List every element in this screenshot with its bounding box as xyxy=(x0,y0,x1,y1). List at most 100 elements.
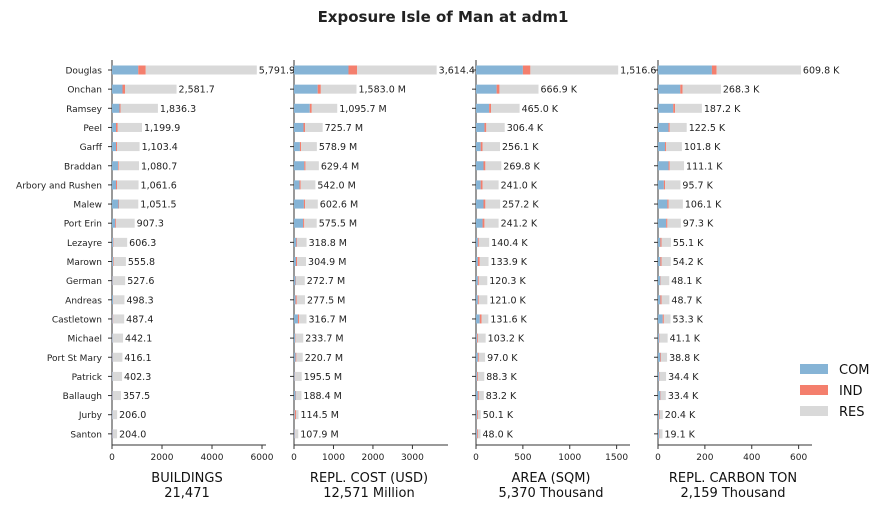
category-label: Jurby xyxy=(78,411,103,421)
x-tick-label: 400 xyxy=(743,453,760,463)
bar-ind xyxy=(667,199,669,209)
bar-com xyxy=(658,237,661,247)
bar-com xyxy=(294,276,296,286)
category-label: Patrick xyxy=(72,373,103,383)
bar-com xyxy=(476,161,484,171)
bar-com xyxy=(658,352,661,362)
bar-ind xyxy=(477,257,480,266)
bar-value-label: 122.5 K xyxy=(689,123,726,134)
bar-ind xyxy=(299,142,302,152)
bar-com xyxy=(112,161,118,171)
bar-com xyxy=(476,276,478,286)
bar-com xyxy=(112,429,113,439)
bar-com xyxy=(112,180,116,190)
bar-com xyxy=(112,314,113,324)
bar-com xyxy=(112,276,113,286)
bar-value-label: 465.0 K xyxy=(522,104,559,115)
bar-res xyxy=(675,103,702,113)
bar-ind xyxy=(116,122,118,132)
bar-res xyxy=(682,84,721,94)
bar-com xyxy=(294,122,304,132)
x-tick-label: 1000 xyxy=(322,453,345,463)
bar-com xyxy=(294,314,298,324)
bar-ind xyxy=(297,314,300,324)
bar-ind xyxy=(116,180,117,190)
bar-value-label: 1,095.7 M xyxy=(339,104,386,115)
bar-com xyxy=(658,333,660,343)
bar-value-label: 206.0 xyxy=(119,410,146,421)
category-label: Castletown xyxy=(52,315,102,325)
bar-ind xyxy=(479,314,482,324)
bar-res xyxy=(116,218,135,228)
bar-ind xyxy=(660,295,662,305)
bar-res xyxy=(481,314,489,324)
x-tick-label: 1000 xyxy=(558,453,581,463)
bar-res xyxy=(478,391,484,401)
bar-value-label: 95.7 K xyxy=(682,180,713,191)
bar-com xyxy=(476,65,523,75)
bar-value-label: 487.4 xyxy=(126,314,153,325)
bar-value-label: 241.0 K xyxy=(501,180,538,191)
bar-com xyxy=(476,218,483,228)
bar-res xyxy=(659,410,663,420)
bar-value-label: 38.8 K xyxy=(669,353,700,364)
bar-com xyxy=(294,237,297,247)
bar-value-label: 606.3 xyxy=(129,238,156,249)
bar-com xyxy=(658,180,664,190)
bar-ind xyxy=(666,218,668,228)
bar-com xyxy=(658,257,661,266)
bar-com xyxy=(658,429,660,439)
bar-res xyxy=(119,199,139,209)
bar-ind xyxy=(668,122,670,132)
bar-value-label: 48.0 K xyxy=(483,429,514,440)
category-label: Marown xyxy=(67,258,102,268)
bar-res xyxy=(661,257,671,266)
bar-value-label: 83.2 K xyxy=(486,391,517,402)
bar-value-label: 3,614.4 xyxy=(439,66,475,77)
bar-ind xyxy=(483,199,486,209)
x-tick-label: 600 xyxy=(790,453,807,463)
bar-value-label: 103.2 K xyxy=(488,334,525,345)
bar-res xyxy=(297,237,307,247)
bar-res xyxy=(117,122,142,132)
category-label: Braddan xyxy=(64,162,102,172)
bar-value-label: 1,199.9 xyxy=(144,123,180,134)
bar-ind xyxy=(477,276,479,286)
bar-com xyxy=(112,103,120,113)
x-tick-label: 1500 xyxy=(605,453,628,463)
bar-res xyxy=(295,371,302,381)
bar-ind xyxy=(662,314,664,324)
bar-res xyxy=(666,142,682,152)
bar-ind xyxy=(480,180,483,190)
bar-value-label: 48.1 K xyxy=(671,276,702,287)
bar-value-label: 1,061.6 xyxy=(141,180,177,191)
bar-res xyxy=(305,199,318,209)
bar-com xyxy=(476,142,481,152)
bar-value-label: 609.8 K xyxy=(803,66,840,77)
bar-com xyxy=(294,333,296,343)
bar-value-label: 48.7 K xyxy=(671,295,702,306)
bar-com xyxy=(476,199,484,209)
bar-ind xyxy=(477,237,479,247)
bar-res xyxy=(478,276,488,286)
x-tick-label: 2000 xyxy=(151,453,174,463)
bar-value-label: 97.0 K xyxy=(487,353,518,364)
bar-com xyxy=(658,371,660,381)
bar-com xyxy=(294,199,304,209)
bar-com xyxy=(658,314,663,324)
category-label: Arbory and Rushen xyxy=(16,181,102,191)
x-tick-label: 0 xyxy=(655,453,661,463)
bar-value-label: 907.3 xyxy=(137,219,164,230)
x-axis-total: 21,471 xyxy=(164,486,210,501)
bar-com xyxy=(658,218,667,228)
bar-value-label: 1,836.3 xyxy=(160,104,196,115)
bar-com xyxy=(294,142,300,152)
bar-value-label: 442.1 xyxy=(125,334,152,345)
bar-ind xyxy=(476,333,478,343)
bar-res xyxy=(659,333,668,343)
bar-value-label: 575.5 M xyxy=(319,219,357,230)
bar-value-label: 220.7 M xyxy=(305,353,343,364)
bar-value-label: 41.1 K xyxy=(670,334,701,345)
legend-label: IND xyxy=(839,384,863,399)
bar-res xyxy=(485,199,501,209)
